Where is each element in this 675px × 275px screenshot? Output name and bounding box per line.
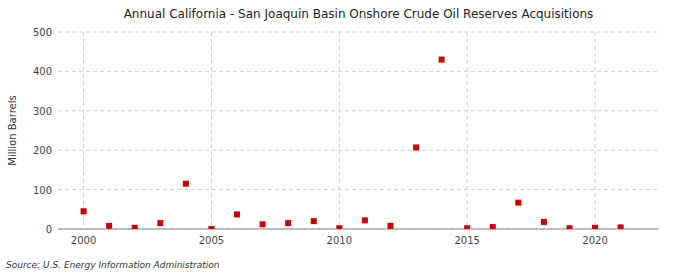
x-tick-label: 2005 (199, 235, 224, 246)
y-tick-label: 500 (33, 27, 52, 38)
chart: Annual California - San Joaquin Basin On… (0, 0, 675, 275)
x-tick-label: 2010 (327, 235, 352, 246)
y-axis-label: Million Barrels (7, 95, 18, 165)
y-tick-label: 0 (46, 224, 52, 235)
x-tick-label: 2015 (454, 235, 479, 246)
y-tick-label: 100 (33, 185, 52, 196)
x-grid-line (211, 32, 212, 229)
y-grid-line (58, 150, 659, 151)
x-grid-line (339, 32, 340, 229)
point (183, 181, 189, 187)
point (81, 208, 87, 214)
point (285, 220, 291, 226)
x-grid-line (467, 32, 468, 229)
point (208, 226, 214, 229)
title: Annual California - San Joaquin Basin On… (124, 7, 594, 21)
x-tick-label: 2000 (71, 235, 96, 246)
y-grid-line (58, 32, 659, 33)
point (439, 57, 445, 63)
y-tick-label: 200 (33, 145, 52, 156)
source-note: Source: U.S. Energy Information Administ… (6, 260, 220, 270)
x-grid-line (83, 32, 84, 229)
point (260, 221, 266, 227)
point (515, 200, 521, 206)
y-tick-label: 300 (33, 106, 52, 117)
point (413, 144, 419, 150)
y-grid-line (58, 189, 659, 190)
point (106, 223, 112, 229)
x-tick-label: 2020 (582, 235, 607, 246)
point (311, 218, 317, 224)
point (362, 217, 368, 223)
point (336, 225, 342, 229)
point (157, 220, 163, 226)
y-grid-line (58, 110, 659, 111)
point (132, 225, 138, 229)
point (490, 224, 496, 229)
point (618, 224, 624, 229)
point (234, 211, 240, 217)
point (387, 223, 393, 229)
point (464, 225, 470, 229)
point (541, 219, 547, 225)
points (81, 57, 624, 229)
y-tick-label: 400 (33, 66, 52, 77)
grid (58, 32, 659, 229)
point (592, 225, 598, 229)
point (566, 225, 572, 229)
y-grid-line (58, 71, 659, 72)
x-grid-line (595, 32, 596, 229)
